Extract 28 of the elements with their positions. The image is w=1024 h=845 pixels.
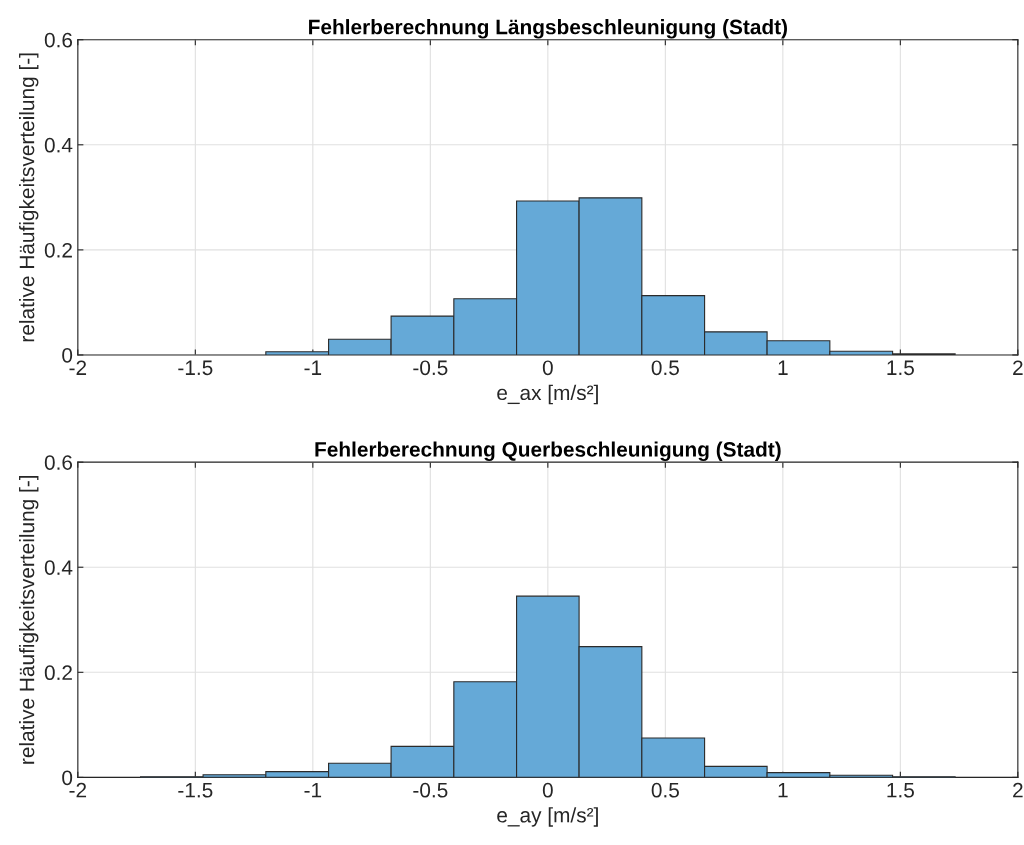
x-axis-title: e_ay [m/s²] [497,807,598,827]
y-axis-title: relative Häufigkeitsverteilung [-] [19,53,39,342]
x-tick-label: 0.5 [651,782,679,798]
x-tick-label: 2 [1013,360,1023,375]
y-tick-label: 0.4 [44,560,73,575]
x-tick-label: 0 [542,782,553,798]
x-tick-label: 2 [1013,782,1023,798]
x-tick-label: 1 [778,783,788,798]
x-tick-label: -0.5 [413,782,448,798]
x-axis-title: e_ax [m/s²] [497,384,598,405]
x-tick-label: -1 [304,783,322,798]
x-tick-label: -1.5 [178,783,213,798]
x-tick-label: 1.5 [887,360,914,376]
x-tick-label: 1 [778,360,788,375]
y-tick-label: 0.6 [44,455,73,470]
x-tick-label: -1 [304,360,322,375]
chart-title: Fehlerberechnung Querbeschleunigung (Stadt) [315,441,781,462]
x-tick-label: -0.5 [413,360,448,376]
y-axis-title: relative Häufigkeitsverteilung [-] [19,475,39,764]
x-tick-label: 1.5 [887,783,914,798]
y-tick-label: 0.6 [44,32,73,48]
y-tick-label: 0.4 [44,137,73,153]
x-tick-label: 0 [542,360,553,376]
x-tick-label: 0.5 [651,360,679,376]
y-tick-label: 0.2 [44,665,72,681]
chart-title: Fehlerberechnung Längsbeschleunigung (Stadt) [309,19,787,39]
y-tick-label: 0.2 [44,242,72,258]
x-tick-label: -1.5 [178,360,213,376]
